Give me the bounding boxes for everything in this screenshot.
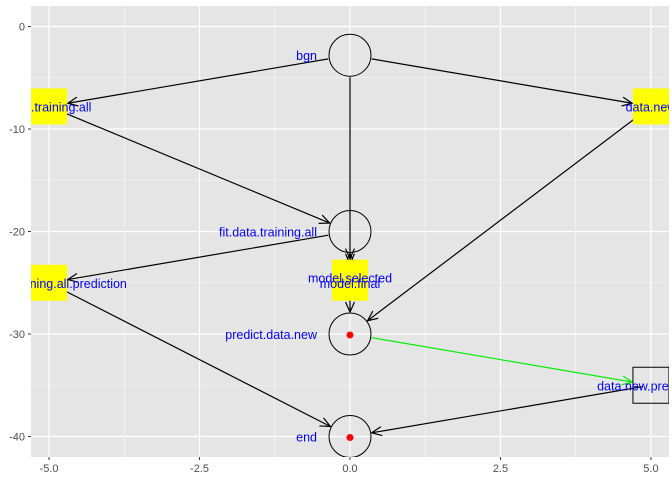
edge-data.new-to-predict.data.new [367,110,645,322]
node-layer [31,33,669,457]
axis-layer: -5.0 -2.5 0.0 2.5 5.0 0 -10 -20 -30 -40 [9,22,658,476]
edge-bgn-to-data.new [371,58,633,104]
edge-arrowhead [344,301,356,314]
edge-predict.data.new-to-data.new.prediction [371,337,633,383]
edge-arrowhead [621,375,634,386]
node-label: data.training.all [7,100,92,114]
edge-data.training.all-to-fit.data.training.all [56,108,330,224]
edge-fit.data.training.all.prediction-to-end [55,285,331,428]
edge-arrowhead [366,310,379,322]
node-dot-marker [346,434,354,441]
edge-bgn-to-data.training.all [67,58,329,104]
process-node-circle [328,210,372,253]
node-dot-marker [346,331,354,339]
edge-arrowhead [66,96,79,107]
y-tick-label: 0 [19,22,25,34]
node-label: bgn [296,49,317,63]
node-label: end [296,431,317,445]
node-label: model.selected [308,272,392,286]
data-node-box [332,264,368,301]
edge-arrowhead [66,272,79,283]
node-label: predict.data.new [225,328,318,342]
node-label: fit.data.training.all [219,226,317,240]
x-tick-label: 5.0 [643,463,658,475]
edge-arrowhead [319,417,332,428]
data-node-box [31,88,68,125]
edge-arrowhead [370,426,383,437]
y-tick-label: -10 [9,124,25,136]
data-node-box [632,88,669,125]
y-tick-label: -20 [9,227,25,239]
node-label: fit.data.training.all.prediction [0,277,127,291]
edge-arrowhead [621,96,634,107]
edge-fit.data.training.all-to-fit.data.training.all.prediction [67,234,329,281]
data-node-box [31,264,68,301]
y-tick-label: -40 [9,432,25,444]
process-node-circle [328,312,372,356]
edge-data.new.prediction-to-end [371,386,644,434]
x-tick-label: -5.0 [40,463,59,475]
node-label: model.final [320,277,380,291]
edge-layer [55,58,645,437]
process-node-circle [328,415,372,457]
output-node-square [632,366,669,404]
x-tick-label: 0.0 [342,463,357,475]
node-label: data.new.prediction [597,379,672,393]
edge-arrowhead [318,214,332,224]
x-tick-label: 2.5 [493,463,508,475]
node-label: data.new [626,100,672,114]
x-tick-label: -2.5 [190,463,209,475]
y-tick-label: -30 [9,329,25,341]
label-layer: bgn data.training.all data.new model.select… [0,49,672,445]
process-node-circle [328,33,372,77]
